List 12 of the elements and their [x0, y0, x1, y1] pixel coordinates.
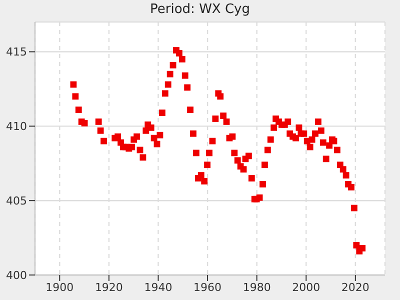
x-tick-label: 1940 — [144, 280, 172, 294]
x-tick-label: 1900 — [46, 280, 74, 294]
y-tick-label: 410 — [6, 120, 27, 134]
y-tick-label: 405 — [6, 194, 27, 208]
x-tick-label: 2020 — [341, 280, 370, 294]
x-tick-label: 1980 — [242, 280, 271, 294]
x-tick-label: 1960 — [194, 280, 222, 294]
chart-title: Period: WX Cyg — [149, 2, 251, 17]
y-tick-label: 415 — [6, 46, 27, 59]
y-tick-label: 400 — [6, 268, 27, 282]
x-tick-label: 2000 — [292, 280, 320, 294]
x-tick-label: 1920 — [94, 280, 123, 294]
